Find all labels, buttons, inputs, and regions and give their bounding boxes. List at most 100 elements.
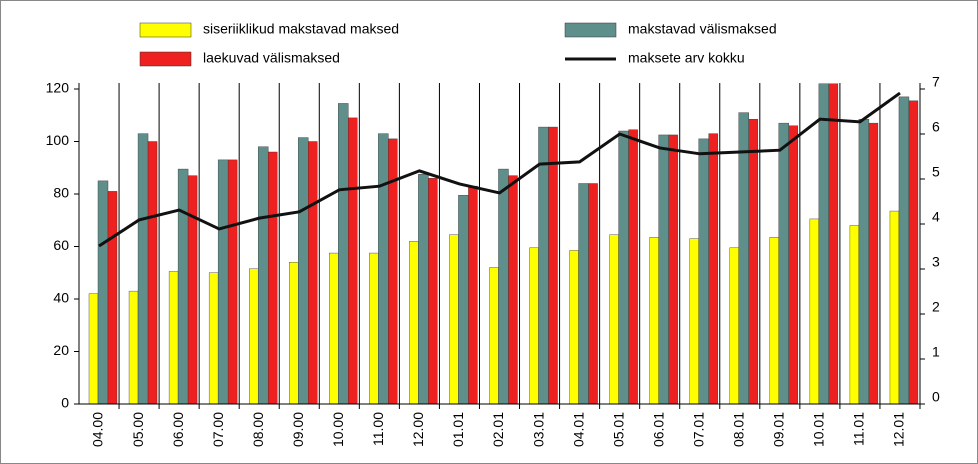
bar bbox=[609, 234, 619, 405]
bar bbox=[849, 225, 860, 405]
legend-label: laekuvad välismaksed bbox=[203, 50, 340, 66]
bar bbox=[658, 134, 669, 405]
legend-swatch bbox=[139, 22, 192, 38]
x-tick-label: 09.01 bbox=[771, 412, 787, 447]
x-tick-label: 03.01 bbox=[530, 412, 546, 447]
y2-tick-label: 0 bbox=[932, 389, 940, 405]
x-tick-label: 02.01 bbox=[490, 412, 506, 447]
bar bbox=[177, 168, 189, 405]
y-tick-label: 20 bbox=[53, 342, 69, 358]
bar bbox=[208, 272, 219, 405]
bar bbox=[738, 112, 749, 405]
bar bbox=[369, 252, 379, 405]
y-tick-label: 80 bbox=[53, 185, 69, 201]
x-tick-label: 07.01 bbox=[690, 412, 706, 447]
bar bbox=[668, 134, 678, 405]
line bbox=[98, 91, 901, 248]
bar bbox=[548, 126, 558, 405]
bar bbox=[267, 151, 278, 405]
x-tick-label: 01.01 bbox=[450, 412, 466, 447]
bar bbox=[458, 195, 469, 405]
bar bbox=[698, 138, 709, 405]
bar bbox=[748, 118, 758, 405]
bar bbox=[418, 174, 429, 405]
x-tick-label: 04.01 bbox=[570, 412, 586, 447]
bar bbox=[628, 129, 638, 405]
bar bbox=[289, 262, 299, 405]
bar bbox=[889, 210, 900, 405]
bar bbox=[788, 125, 799, 405]
bar bbox=[257, 146, 269, 405]
y-tick-label: 100 bbox=[46, 132, 70, 148]
y2-tick-label: 1 bbox=[932, 344, 940, 360]
bar bbox=[729, 247, 739, 405]
bar bbox=[137, 133, 149, 405]
bar bbox=[898, 96, 910, 405]
x-tick-label: 08.00 bbox=[250, 412, 266, 447]
bar bbox=[187, 175, 198, 405]
bar bbox=[147, 141, 158, 405]
bar bbox=[649, 237, 659, 405]
y2-tick-label: 6 bbox=[932, 119, 940, 135]
bar bbox=[409, 241, 419, 405]
bar bbox=[578, 183, 589, 405]
y-tick-label: 60 bbox=[53, 237, 69, 253]
x-tick-label: 08.01 bbox=[730, 412, 746, 447]
bar bbox=[298, 137, 309, 405]
bar bbox=[828, 83, 839, 405]
bar bbox=[908, 100, 919, 405]
bar bbox=[588, 183, 598, 405]
legend-swatch bbox=[564, 22, 617, 38]
y2-tick-label: 5 bbox=[932, 164, 940, 180]
y2-tick-label: 4 bbox=[932, 209, 940, 225]
y2-tick-label: 3 bbox=[932, 254, 940, 270]
bar bbox=[468, 185, 478, 405]
bar bbox=[778, 122, 790, 405]
legend-label: maksete arv kokku bbox=[628, 50, 745, 66]
bar bbox=[489, 267, 499, 405]
bar bbox=[248, 268, 259, 405]
y-tick-label: 0 bbox=[61, 395, 69, 411]
x-tick-label: 10.00 bbox=[330, 412, 346, 447]
bar bbox=[708, 133, 718, 405]
bar bbox=[227, 159, 238, 405]
bar bbox=[338, 103, 349, 405]
bar bbox=[508, 175, 518, 405]
x-tick-label: 12.01 bbox=[891, 412, 907, 447]
bar bbox=[858, 118, 870, 405]
bar bbox=[348, 117, 358, 405]
bar bbox=[818, 83, 830, 405]
bar bbox=[769, 237, 780, 405]
bar bbox=[809, 218, 820, 405]
bar bbox=[868, 122, 879, 405]
y-tick-label: 40 bbox=[53, 290, 69, 306]
x-tick-label: 11.01 bbox=[851, 412, 867, 446]
bar bbox=[217, 159, 229, 405]
x-tick-label: 11.00 bbox=[370, 412, 386, 446]
x-tick-label: 05.00 bbox=[130, 412, 146, 447]
bar bbox=[168, 271, 179, 405]
bar bbox=[329, 252, 339, 405]
bar bbox=[498, 168, 509, 405]
bar bbox=[107, 191, 118, 405]
legend-label: siseriiklikud makstavad maksed bbox=[203, 21, 399, 37]
bar bbox=[97, 180, 109, 405]
x-tick-label: 09.00 bbox=[290, 412, 306, 447]
bar bbox=[128, 290, 139, 405]
bar bbox=[308, 141, 318, 405]
bar bbox=[538, 126, 549, 405]
x-tick-label: 05.01 bbox=[610, 412, 626, 447]
x-tick-label: 04.00 bbox=[90, 412, 106, 447]
y2-tick-label: 7 bbox=[932, 74, 940, 90]
bar bbox=[689, 238, 699, 405]
bar bbox=[449, 234, 459, 405]
legend-label: makstavad välismaksed bbox=[628, 21, 777, 37]
bar bbox=[378, 133, 389, 405]
bar bbox=[428, 178, 438, 405]
x-tick-label: 12.00 bbox=[410, 412, 426, 447]
bar bbox=[569, 250, 579, 405]
bar bbox=[618, 130, 629, 405]
x-tick-label: 07.00 bbox=[210, 412, 226, 447]
y2-tick-label: 2 bbox=[932, 299, 940, 315]
